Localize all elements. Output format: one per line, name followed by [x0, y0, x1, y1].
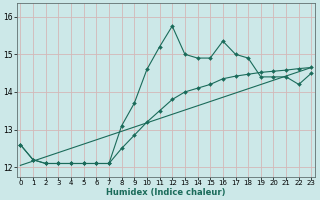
X-axis label: Humidex (Indice chaleur): Humidex (Indice chaleur)	[106, 188, 226, 197]
